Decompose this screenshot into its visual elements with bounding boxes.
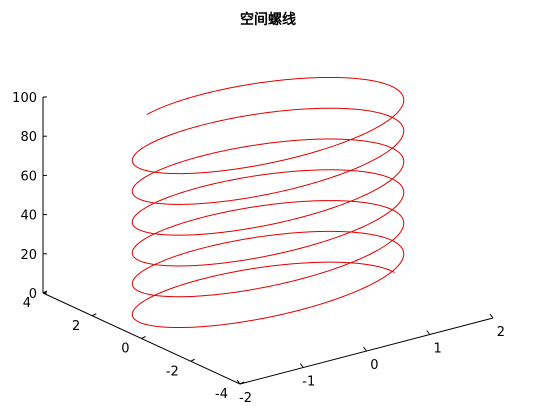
- z-tick-label: 0: [29, 287, 37, 302]
- y-tick-mark: [42, 290, 48, 294]
- z-ticks: 0 20 40 60 80 100: [12, 91, 47, 302]
- y-tick-label: -4: [215, 387, 228, 402]
- x-tick-mark: [363, 346, 367, 352]
- z-tick-label: 40: [20, 209, 37, 224]
- x-tick-mark: [236, 379, 241, 385]
- y-ticks: -4 -2 0 2 4: [23, 290, 245, 402]
- z-tick-label: 80: [20, 130, 37, 145]
- x-tick-label: -2: [239, 391, 252, 406]
- x-tick-label: 0: [370, 358, 378, 373]
- z-tick-label: 100: [12, 91, 37, 106]
- y-tick-mark: [141, 336, 146, 339]
- y-tick-mark: [92, 313, 97, 317]
- x-tick-label: 2: [497, 325, 505, 340]
- y-tick-label: 2: [72, 319, 80, 334]
- y-tick-mark: [239, 381, 245, 385]
- helix-line: [131, 76, 405, 329]
- x-tick-label: 1: [433, 342, 441, 357]
- x-ticks: -2 -1 0 1 2: [236, 313, 505, 406]
- z-tick-label: 20: [20, 248, 37, 263]
- z-tick-label: 60: [20, 169, 37, 184]
- x-tick-mark: [426, 330, 431, 335]
- y-tick-label: 0: [121, 342, 129, 357]
- chart-title: 空间螺线: [240, 11, 296, 28]
- y-tick-label: 4: [23, 296, 31, 311]
- y-tick-label: -2: [166, 364, 179, 379]
- x-tick-mark: [489, 313, 494, 319]
- x-tick-mark: [299, 363, 304, 368]
- x-tick-label: -1: [302, 375, 315, 390]
- y-tick-mark: [190, 358, 195, 362]
